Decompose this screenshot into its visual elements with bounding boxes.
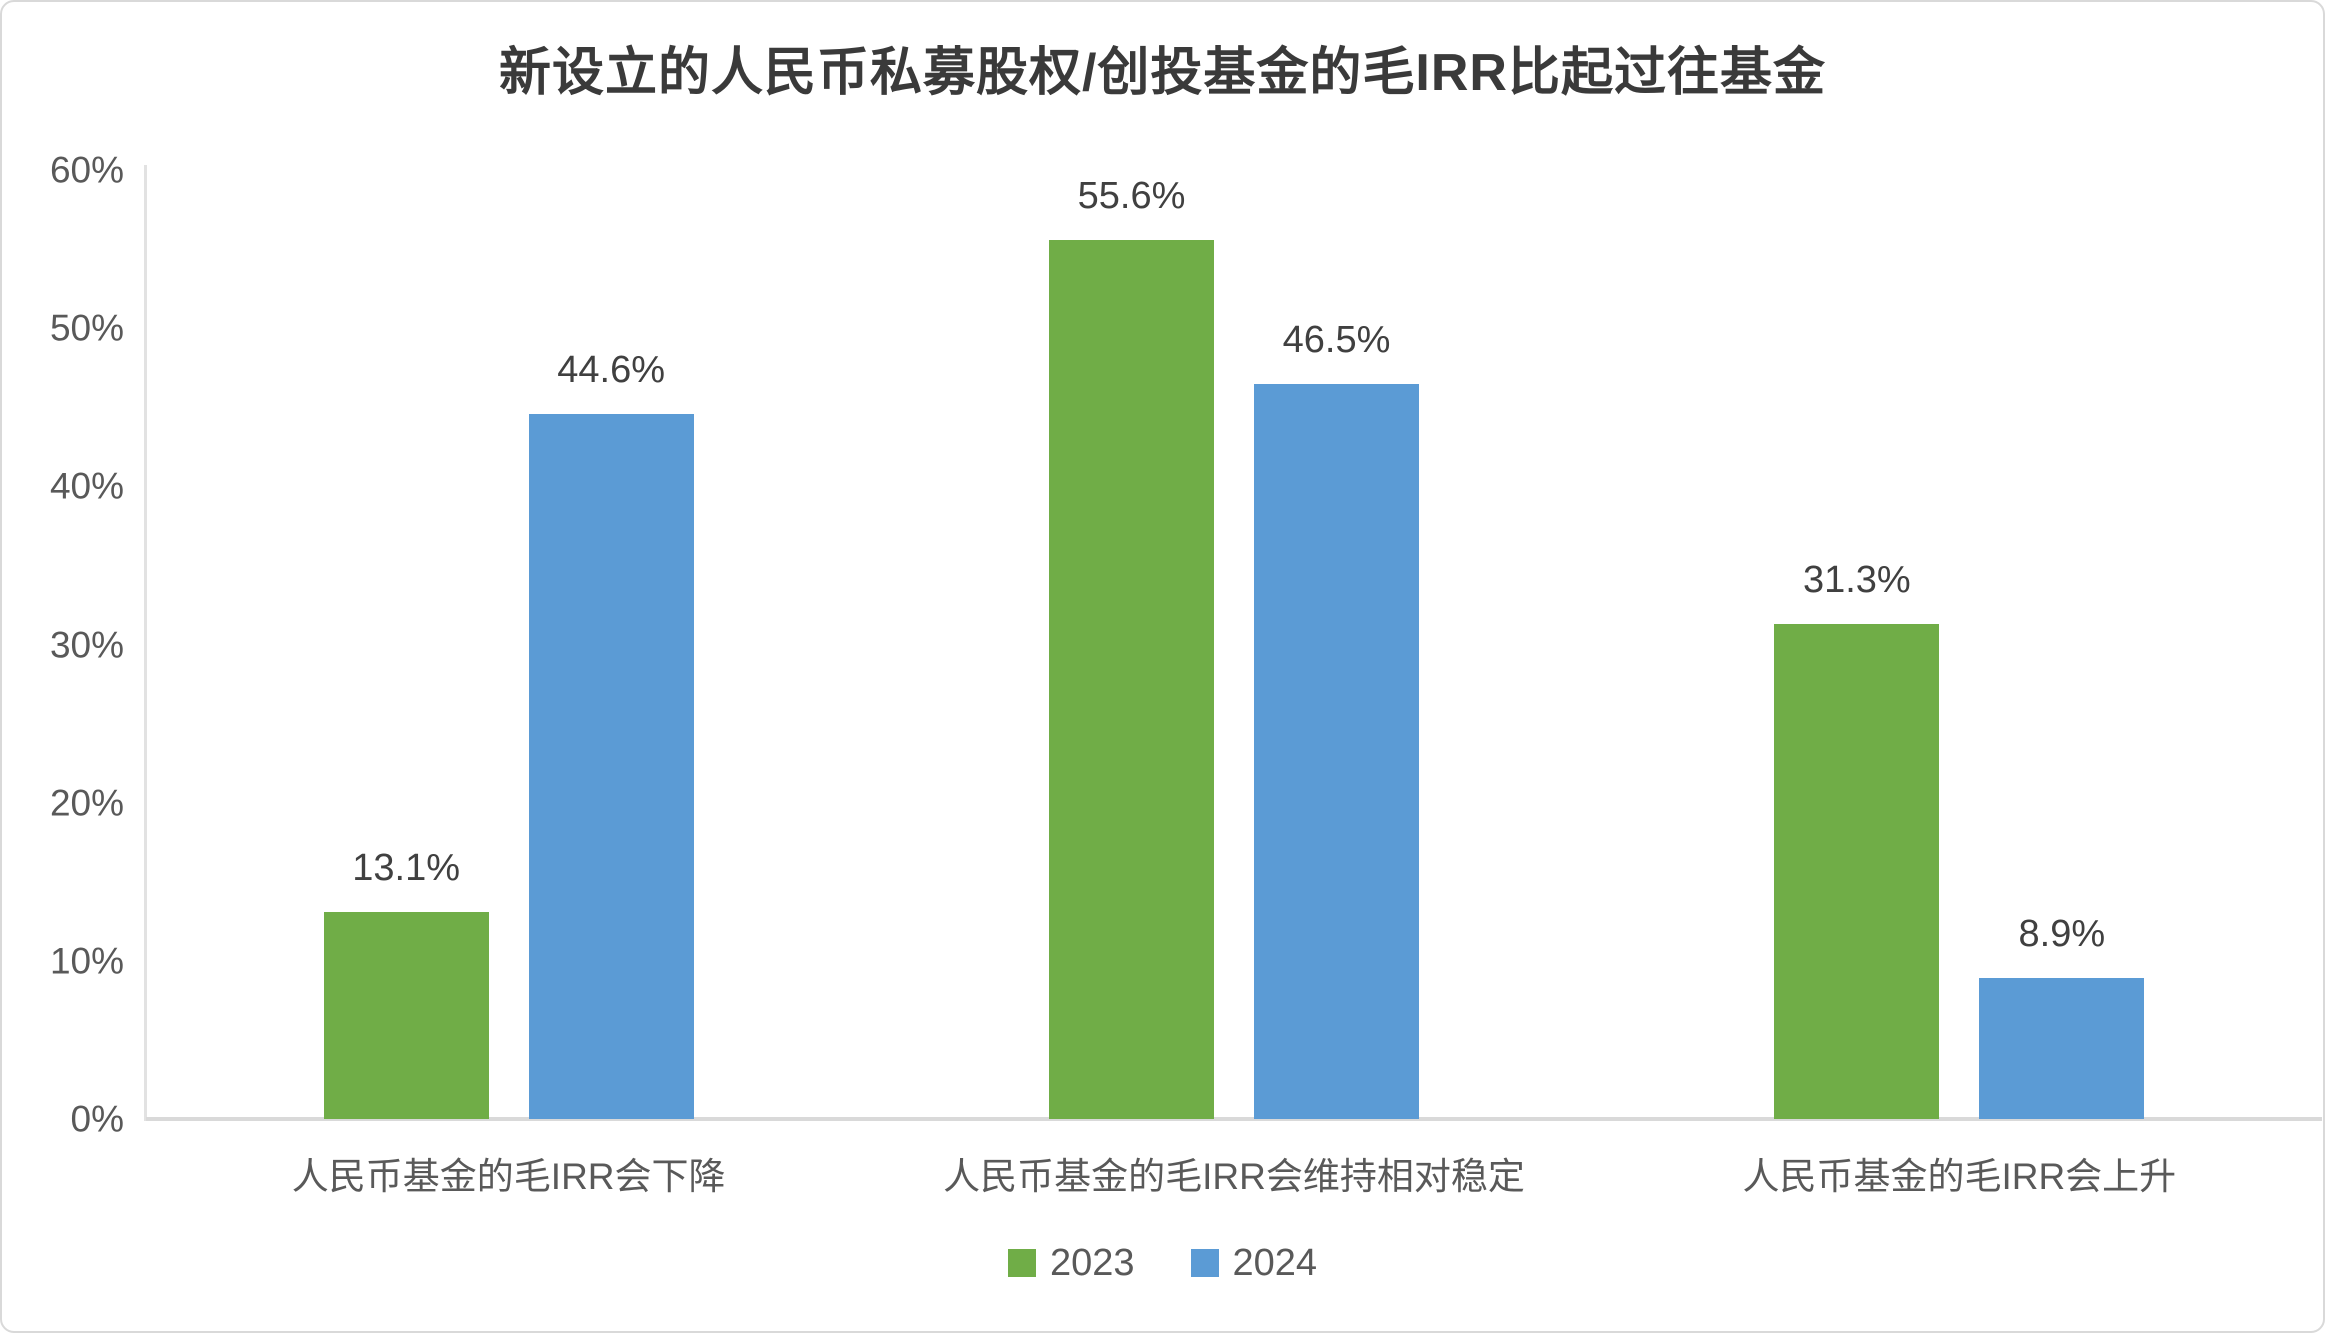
legend-item-2023: 2023: [1007, 1242, 1135, 1284]
bar-2023-0: [323, 911, 489, 1119]
bar-value-label-2023-2: 31.3%: [1802, 558, 1911, 601]
y-tick-label: 50%: [49, 307, 124, 349]
chart-title: 新设立的人民币私募股权/创投基金的毛IRR比起过往基金: [498, 44, 1826, 102]
y-tick-label: 40%: [49, 465, 124, 507]
bar-2024-0: [528, 413, 694, 1119]
bar-value-label-2024-2: 8.9%: [2018, 913, 2106, 956]
legend-label: 2023: [1049, 1242, 1135, 1284]
x-category-label-0: 人民币基金的毛IRR会下降: [291, 1156, 726, 1197]
y-tick-label: 20%: [49, 782, 124, 824]
x-category-label-1: 人民币基金的毛IRR会维持相对稳定: [943, 1156, 1525, 1197]
y-tick-label: 0%: [70, 1098, 124, 1140]
legend-label: 2024: [1232, 1242, 1318, 1284]
y-tick-label: 10%: [49, 940, 124, 982]
legend: 2023 2024: [2, 1244, 2323, 1282]
bar-value-label-2024-0: 44.6%: [557, 348, 666, 391]
y-tick-label: 60%: [49, 149, 124, 191]
bar-2024-1: [1254, 383, 1419, 1119]
x-category-label-2: 人民币基金的毛IRR会上升: [1742, 1156, 2177, 1197]
bar-value-label-2023-1: 55.6%: [1077, 174, 1186, 217]
bar-value-label-2023-0: 13.1%: [352, 846, 461, 889]
bar-value-label-2024-1: 46.5%: [1282, 318, 1391, 361]
bar-2023-1: [1049, 239, 1214, 1119]
legend-swatch-icon: [1007, 1249, 1036, 1277]
y-tick-label: 30%: [49, 624, 124, 665]
bar-2023-2: [1774, 623, 1940, 1119]
x-axis-line: [146, 1117, 2322, 1121]
bar-2024-2: [1979, 978, 2145, 1119]
legend-item-2024: 2024: [1190, 1242, 1318, 1284]
y-axis-line: [144, 165, 147, 1121]
legend-swatch-icon: [1190, 1249, 1219, 1277]
